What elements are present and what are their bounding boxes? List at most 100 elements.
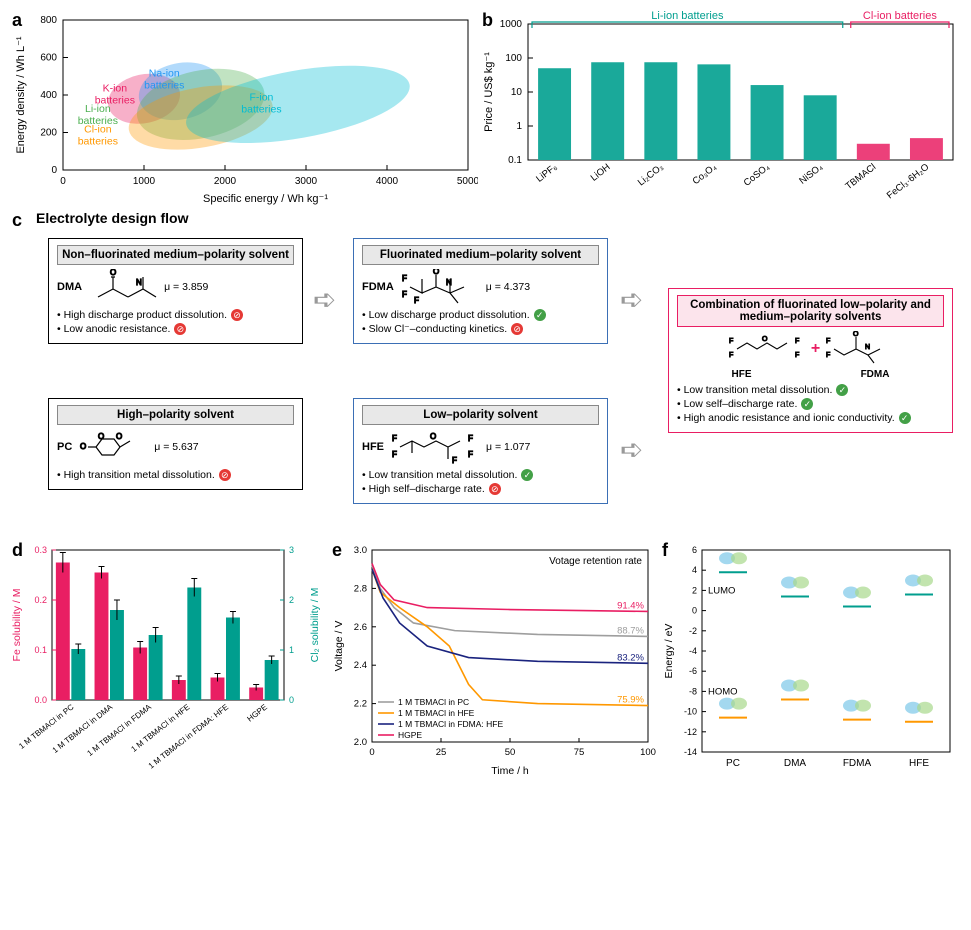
panel-e-chart: 02550751002.02.22.42.62.83.0Time / hVolt… (328, 538, 658, 778)
bullet-text: • High self–discharge rate. (362, 483, 485, 495)
svg-text:0.2: 0.2 (34, 595, 47, 605)
bullet-text: • Low anodic resistance. (57, 323, 170, 335)
plus-icon: + (811, 340, 820, 358)
panel-f-label: f (662, 540, 668, 561)
svg-text:2.4: 2.4 (354, 660, 367, 671)
panel-d-label: d (12, 540, 23, 561)
svg-text:Energy / eV: Energy / eV (663, 624, 675, 679)
svg-text:100: 100 (640, 747, 656, 758)
panel-a: a 0100020003000400050000200400600800Spec… (8, 8, 478, 208)
bullet-item: • Low transition metal dissolution. ✓ (677, 384, 944, 396)
svg-text:N: N (136, 278, 142, 287)
svg-text:1 M TBMACl in PC: 1 M TBMACl in PC (398, 697, 469, 707)
arrow-icon: ➪ (620, 433, 643, 466)
svg-text:2000: 2000 (214, 176, 237, 187)
svg-text:PC: PC (726, 758, 740, 769)
combo-mol1: HFE (732, 369, 752, 380)
svg-text:F: F (795, 352, 799, 359)
svg-text:HGPE: HGPE (245, 702, 268, 723)
svg-text:CoSO₄: CoSO₄ (742, 162, 772, 189)
svg-text:NiSO₄: NiSO₄ (797, 162, 825, 187)
svg-text:O: O (110, 269, 116, 277)
svg-text:-8: -8 (689, 686, 697, 696)
box-combo: Combination of fluorinated low–polarity … (668, 288, 953, 433)
svg-text:LiOH: LiOH (589, 162, 613, 184)
svg-text:2.2: 2.2 (354, 699, 367, 710)
svg-text:O: O (116, 432, 122, 441)
svg-text:K-ion: K-ion (103, 82, 128, 94)
pc-bullets: • High transition metal dissolution.⊘ (57, 469, 294, 481)
bullet-text: • Low transition metal dissolution. (362, 469, 517, 481)
svg-text:Na-ion: Na-ion (149, 67, 180, 79)
forbid-icon: ⊘ (174, 323, 186, 335)
svg-text:0.3: 0.3 (34, 545, 47, 555)
svg-text:Price / US$ kg⁻¹: Price / US$ kg⁻¹ (483, 52, 495, 132)
pc-molecule-icon: OOO (78, 429, 148, 465)
svg-text:DMA: DMA (784, 758, 807, 769)
svg-text:Cl-ion: Cl-ion (84, 124, 112, 136)
forbid-icon: ⊘ (231, 309, 243, 321)
svg-text:91.4%: 91.4% (617, 600, 644, 611)
bullet-item: • High anodic resistance and ionic condu… (677, 412, 944, 424)
svg-text:6: 6 (692, 545, 697, 555)
svg-text:75: 75 (574, 747, 585, 758)
svg-text:O: O (762, 336, 768, 343)
svg-text:1 M TBMACl in FDMA: HFE: 1 M TBMACl in FDMA: HFE (147, 702, 231, 770)
svg-text:10: 10 (511, 87, 523, 98)
panel-d-chart: 0.00.10.20.30123Fe solubility / MCl₂ sol… (8, 538, 328, 778)
svg-text:Co₃O₄: Co₃O₄ (691, 162, 719, 188)
bullet-text: • Low transition metal dissolution. (677, 384, 832, 396)
box-fdma: Fluorinated medium–polarity solvent FDMA… (353, 238, 608, 344)
fdma-molecule-icon: FFFON (400, 269, 480, 305)
svg-text:HGPE: HGPE (398, 730, 422, 740)
bullet-item: • Low anodic resistance. ⊘ (57, 323, 294, 335)
svg-text:Specific energy / Wh kg⁻¹: Specific energy / Wh kg⁻¹ (203, 193, 328, 205)
svg-text:batteries: batteries (78, 136, 118, 148)
svg-text:88.7%: 88.7% (617, 625, 644, 636)
svg-text:F: F (468, 434, 473, 443)
combo-bullets: • Low transition metal dissolution. ✓• Lo… (677, 384, 944, 424)
svg-text:1000: 1000 (500, 19, 523, 30)
svg-text:F: F (729, 338, 733, 345)
dma-bullets: • High discharge product dissolution.⊘• … (57, 309, 294, 335)
svg-text:4: 4 (692, 565, 697, 575)
box-dma: Non–fluorinated medium–polarity solvent … (48, 238, 303, 344)
svg-text:N: N (865, 344, 870, 351)
fdma-bullets: • Low discharge product dissolution.✓• S… (362, 309, 599, 335)
svg-text:Time / h: Time / h (491, 765, 529, 777)
svg-text:LiPF₆: LiPF₆ (534, 162, 559, 185)
svg-text:25: 25 (436, 747, 447, 758)
forbid-icon: ⊘ (511, 323, 523, 335)
svg-text:F: F (795, 338, 799, 345)
svg-text:0.1: 0.1 (508, 155, 522, 166)
svg-text:O: O (430, 432, 436, 441)
box-fdma-title: Fluorinated medium–polarity solvent (362, 245, 599, 265)
box-combo-title: Combination of fluorinated low–polarity … (677, 295, 944, 327)
svg-text:50: 50 (505, 747, 516, 758)
svg-text:3.0: 3.0 (354, 545, 367, 556)
arrow-icon: ➪ (620, 283, 643, 316)
bullet-text: • High discharge product dissolution. (57, 309, 227, 321)
svg-text:-4: -4 (689, 646, 697, 656)
svg-text:HOMO: HOMO (708, 686, 738, 697)
svg-text:Li-ion: Li-ion (85, 103, 111, 115)
svg-text:F: F (826, 338, 830, 345)
svg-text:HFE: HFE (909, 758, 929, 769)
box-hfe-mol: HFE FFFFFO μ = 1.077 (362, 429, 599, 465)
svg-text:-10: -10 (684, 707, 697, 717)
box-pc-mol: PC OOO μ = 5.637 (57, 429, 294, 465)
box-pc: High–polarity solvent PC OOO μ = 5.637 •… (48, 398, 303, 490)
panel-f: f -14-12-10-8-6-4-20246Energy / eVLUMOHO… (658, 538, 958, 778)
bullet-text: • High anodic resistance and ionic condu… (677, 412, 895, 424)
forbid-icon: ⊘ (489, 483, 501, 495)
svg-text:1 M TBMACl in FDMA: HFE: 1 M TBMACl in FDMA: HFE (398, 719, 503, 729)
check-icon: ✓ (836, 384, 848, 396)
hfe-mol-label: HFE (362, 441, 384, 453)
arrow-icon: ➪ (313, 283, 336, 316)
svg-text:Votage retention rate: Votage retention rate (549, 556, 642, 567)
svg-text:F-ion: F-ion (249, 92, 273, 104)
dma-mu: μ = 3.859 (164, 281, 208, 293)
panel-b-label: b (482, 10, 493, 31)
svg-text:2.8: 2.8 (354, 583, 367, 594)
svg-text:0: 0 (60, 176, 66, 187)
